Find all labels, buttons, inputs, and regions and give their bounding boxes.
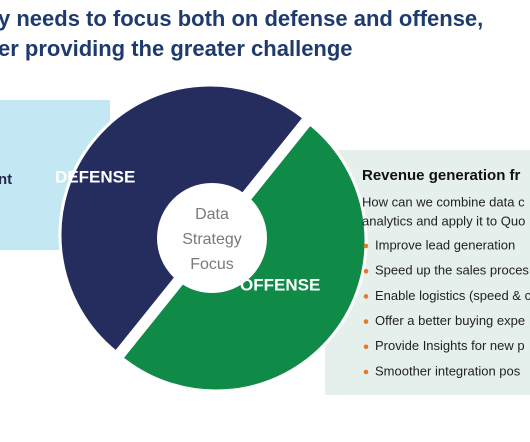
bullet-text: Improve lead generation — [375, 237, 515, 252]
bullet-dot — [363, 319, 369, 324]
offense-label: OFFENSE — [240, 275, 320, 294]
defense-label: DEFENSE — [55, 167, 135, 186]
center-text: Strategy — [182, 231, 242, 248]
center-text: Data — [195, 206, 229, 223]
center-circle — [157, 183, 267, 293]
panel-heading: Revenue generation fr — [362, 167, 521, 184]
bullet-dot — [363, 344, 369, 350]
bullet-text: Offer a better buying expe — [375, 313, 525, 328]
panel-intro: How can we combine data c — [362, 194, 525, 209]
bullet-text: Provide Insights for new p — [375, 338, 525, 353]
bullet-list: Improve lead generation Speed up the sale… — [363, 237, 530, 378]
bullet-dot — [363, 243, 369, 249]
panel-intro: analytics and apply it to Quo — [362, 213, 525, 228]
center-text: Focus — [190, 256, 234, 273]
left-box-text: nt — [0, 171, 12, 188]
bullet-dot — [363, 268, 369, 274]
title-line: y needs to focus both on defense and off… — [0, 6, 483, 31]
bullet-text: Enable logistics (speed & c — [375, 288, 530, 303]
bullet-text: Smoother integration pos — [375, 363, 521, 378]
bullet-dot — [363, 369, 369, 375]
bullet-dot — [363, 294, 369, 299]
title-line: er providing the greater challenge — [0, 36, 353, 61]
bullet-text: Speed up the sales proces — [375, 263, 529, 278]
